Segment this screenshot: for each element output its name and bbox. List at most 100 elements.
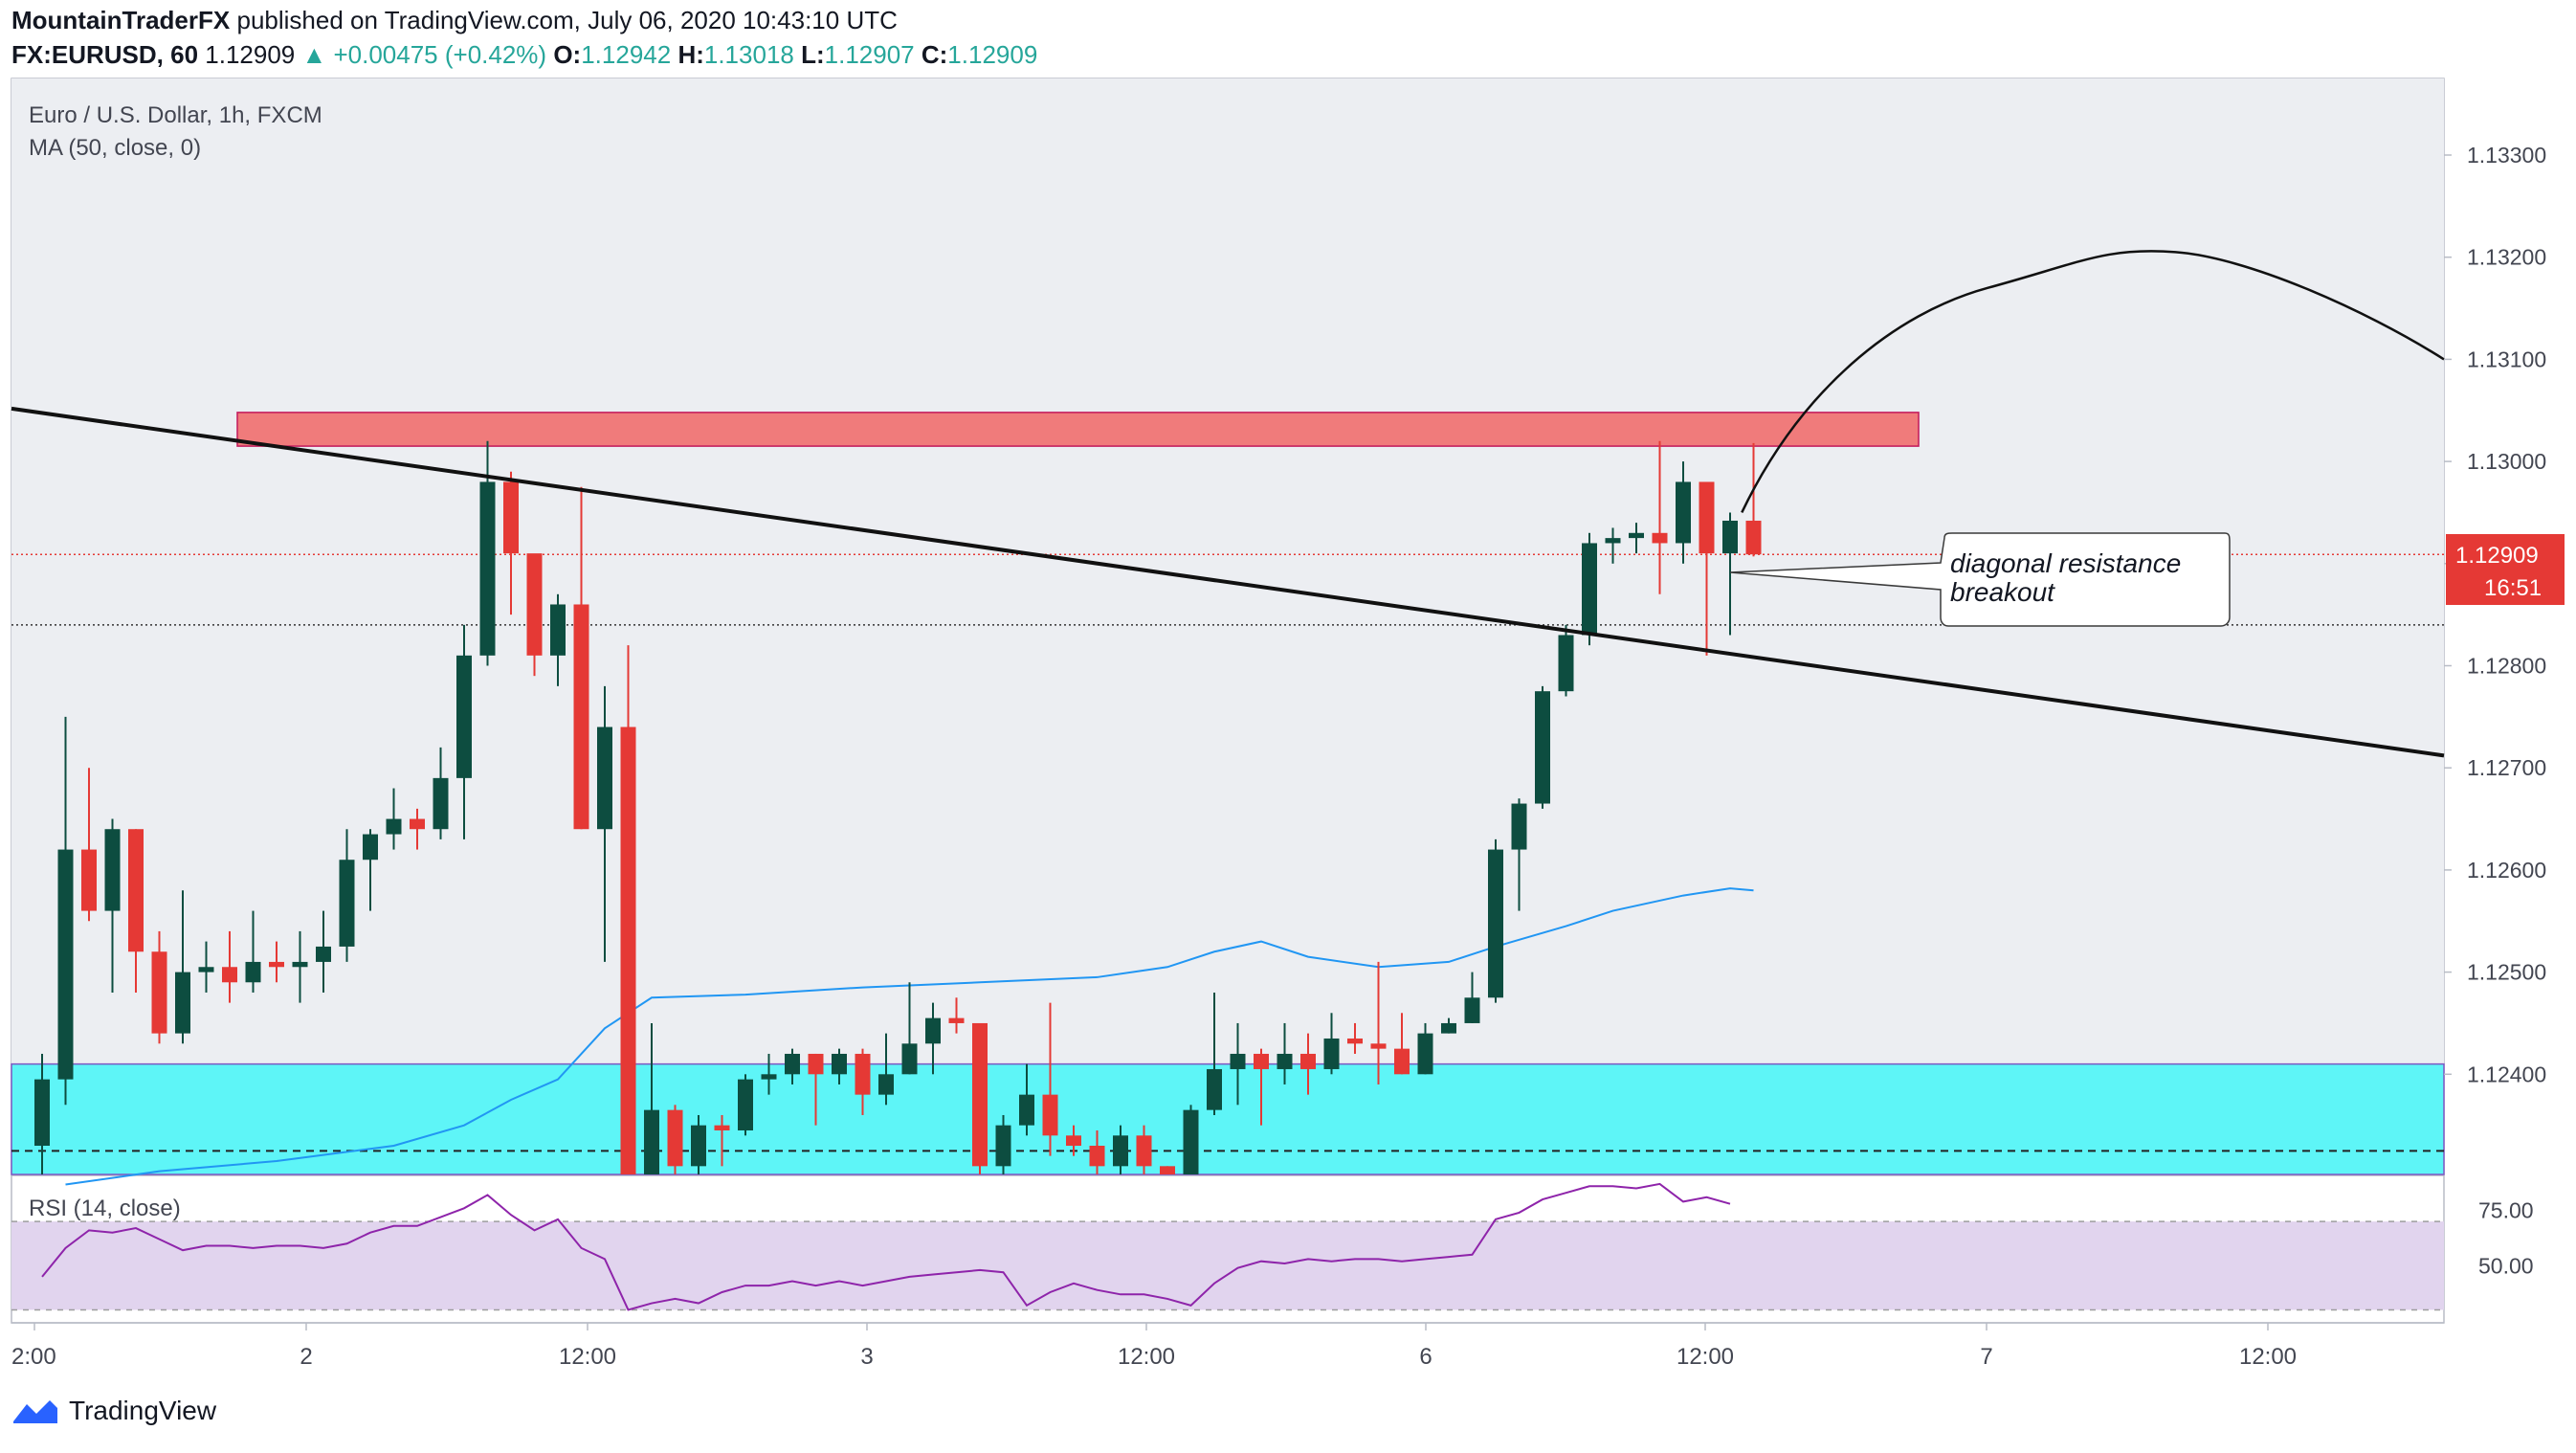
legend-rsi[interactable]: RSI (14, close) bbox=[29, 1196, 181, 1221]
candle bbox=[151, 930, 167, 1044]
candle bbox=[456, 624, 472, 839]
candle-body bbox=[1394, 1048, 1410, 1075]
candle-body bbox=[1722, 520, 1738, 554]
rsi-band bbox=[11, 1221, 2444, 1310]
x-tick-label: 3 bbox=[860, 1344, 873, 1370]
candle bbox=[386, 788, 402, 850]
candle bbox=[1254, 1048, 1269, 1126]
legend-ma[interactable]: MA (50, close, 0) bbox=[29, 135, 201, 161]
tradingview-footer[interactable]: TradingView bbox=[11, 1396, 216, 1426]
x-tick-label: 2 bbox=[300, 1344, 312, 1370]
candle bbox=[1605, 527, 1621, 564]
ma-line bbox=[65, 887, 1754, 1186]
candle bbox=[292, 930, 308, 1003]
candle-body bbox=[479, 481, 496, 656]
candle-body bbox=[1629, 532, 1644, 539]
candle bbox=[34, 1053, 50, 1174]
breakout-annotation[interactable]: diagonal resistance breakout bbox=[1729, 532, 2231, 627]
candle-body bbox=[1605, 538, 1621, 544]
rsi-line bbox=[41, 1182, 1731, 1311]
candle bbox=[222, 930, 237, 1003]
candle-body bbox=[1136, 1135, 1152, 1167]
high-label: H: bbox=[677, 40, 704, 69]
candle-body bbox=[503, 481, 519, 554]
candle-body bbox=[667, 1109, 683, 1167]
projection-curve bbox=[1741, 250, 2445, 513]
candle-body bbox=[57, 849, 74, 1080]
candle bbox=[1347, 1022, 1363, 1054]
candle-body bbox=[1019, 1094, 1034, 1126]
rsi-pane bbox=[11, 1182, 2444, 1311]
y-tick-label: 1.12700 bbox=[2467, 755, 2546, 780]
y-tick-label: 1.12800 bbox=[2467, 654, 2546, 679]
candle bbox=[855, 1048, 871, 1115]
x-tick-label: 12:00 bbox=[2239, 1344, 2297, 1370]
candle-body bbox=[901, 1043, 918, 1075]
candle-body bbox=[1207, 1068, 1222, 1110]
candle bbox=[1394, 1013, 1410, 1075]
candle-body bbox=[456, 655, 472, 778]
candle-body bbox=[808, 1053, 824, 1075]
candle-body bbox=[738, 1079, 753, 1130]
candle-body bbox=[1582, 543, 1597, 636]
candle bbox=[1582, 532, 1597, 646]
candle bbox=[269, 941, 284, 983]
candle-body bbox=[995, 1125, 1011, 1167]
candle bbox=[785, 1048, 800, 1084]
price-badge-bg bbox=[2446, 534, 2565, 605]
candle-body bbox=[1417, 1033, 1433, 1075]
publisher-name[interactable]: MountainTraderFX bbox=[11, 6, 231, 34]
candle-body bbox=[386, 818, 402, 835]
candle bbox=[526, 553, 543, 677]
low-value: 1.12907 bbox=[824, 40, 915, 69]
price-change: +0.00475 (+0.42%) bbox=[333, 40, 547, 69]
candle-body bbox=[620, 726, 636, 1174]
candle-body bbox=[269, 961, 284, 968]
candle-body bbox=[714, 1125, 730, 1130]
candle bbox=[1699, 481, 1715, 656]
candle-body bbox=[644, 1109, 659, 1174]
y-tick-label: 1.12400 bbox=[2467, 1062, 2546, 1086]
rsi-tick-label: 50.00 bbox=[2478, 1253, 2534, 1278]
candle bbox=[1113, 1125, 1128, 1174]
candle-body bbox=[1370, 1043, 1387, 1049]
candle-body bbox=[1441, 1022, 1456, 1034]
candle bbox=[175, 890, 190, 1044]
symbol-label: FX:EURUSD, 60 bbox=[11, 40, 199, 69]
candle bbox=[1323, 1013, 1340, 1075]
candle bbox=[878, 1033, 894, 1106]
candle-body bbox=[1699, 481, 1715, 554]
price-badge-countdown: 16:51 bbox=[2484, 575, 2542, 601]
candle bbox=[1230, 1022, 1246, 1106]
candle-body bbox=[972, 1022, 988, 1167]
candle-body bbox=[198, 967, 214, 972]
candle-body bbox=[104, 829, 121, 911]
candle-body bbox=[34, 1079, 50, 1146]
price-chart[interactable]: 1.133001.132001.131001.130001.129001.128… bbox=[0, 0, 2576, 1378]
candle bbox=[1089, 1129, 1105, 1174]
up-arrow-icon: ▲ bbox=[301, 40, 327, 69]
candle bbox=[1722, 512, 1738, 636]
candle-body bbox=[151, 951, 167, 1034]
candle-body bbox=[316, 946, 331, 962]
candle bbox=[1370, 961, 1387, 1084]
price-badge-price: 1.12909 bbox=[2455, 543, 2539, 569]
legend-title[interactable]: Euro / U.S. Dollar, 1h, FXCM bbox=[29, 102, 322, 128]
candles[interactable] bbox=[34, 440, 1762, 1174]
open-value: 1.12942 bbox=[581, 40, 672, 69]
candle bbox=[503, 471, 519, 615]
candle bbox=[738, 1074, 753, 1136]
candle bbox=[57, 716, 74, 1106]
candle bbox=[573, 486, 589, 830]
candle bbox=[1745, 442, 1762, 557]
candle bbox=[363, 829, 378, 911]
high-value: 1.13018 bbox=[703, 40, 794, 69]
candle-body bbox=[222, 967, 237, 983]
y-tick-label: 1.13300 bbox=[2467, 143, 2546, 168]
candle-body bbox=[761, 1074, 777, 1080]
y-tick-label: 1.13200 bbox=[2467, 245, 2546, 270]
candle-body bbox=[433, 777, 449, 830]
candle-body bbox=[526, 553, 543, 656]
support-zone bbox=[11, 1062, 2445, 1175]
candle-body bbox=[597, 726, 612, 830]
